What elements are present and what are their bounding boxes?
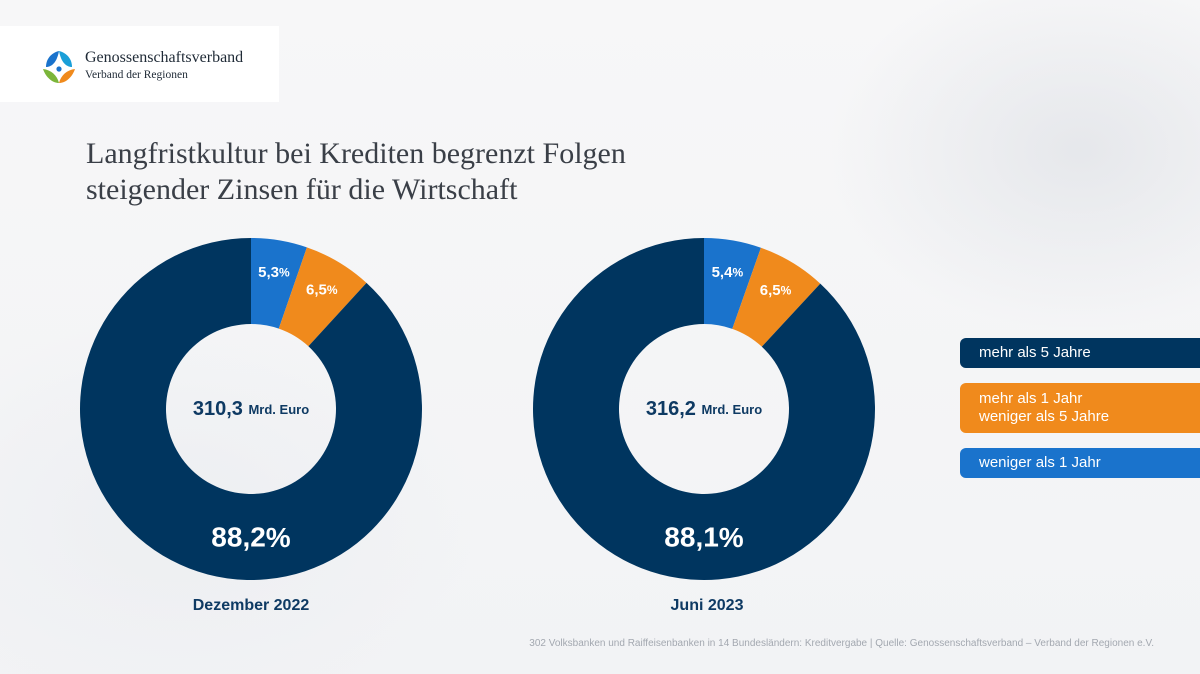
donut-center-total: 316,2 Mrd. Euro [646, 398, 762, 420]
legend-item-long-term: mehr als 5 Jahre [960, 338, 1200, 368]
donut-slice-mid [278, 247, 367, 347]
logo-name: Genossenschaftsverband [85, 49, 244, 66]
donut-slice-long [80, 238, 422, 580]
slice-value-label: 6,5% [306, 282, 338, 299]
slide-title-line-2: steigender Zinsen für die Wirtschaft [86, 173, 518, 206]
logo-leaf-icon [41, 48, 77, 84]
donut-center-total: 310,3 Mrd. Euro [193, 398, 309, 420]
legend-label: mehr als 5 Jahre [979, 344, 1091, 361]
donut-slice-long [533, 238, 876, 580]
legend-label: weniger als 5 Jahre [979, 408, 1110, 425]
logo: Genossenschaftsverband Verband der Regio… [0, 26, 279, 102]
slide-title: Langfristkultur bei Krediten begrenzt Fo… [86, 136, 846, 208]
legend-label: weniger als 1 Jahr [979, 454, 1101, 471]
legend-item-mid-term: mehr als 1 Jahr weniger als 5 Jahre [960, 383, 1200, 433]
legend-item-short-term: weniger als 1 Jahr [960, 448, 1200, 478]
logo-subtitle: Verband der Regionen [85, 69, 188, 81]
slice-value-label: 5,4% [712, 264, 744, 281]
slice-value-label: 6,5% [760, 282, 792, 299]
slide-title-line-1: Langfristkultur bei Krediten begrenzt Fo… [86, 137, 626, 170]
slice-value-label: 88,1% [664, 522, 744, 553]
slice-value-label: 88,2% [211, 522, 291, 553]
chart-label-dezember-2022: Dezember 2022 [192, 597, 310, 614]
donut-slice-mid [732, 247, 821, 347]
slice-value-label: 5,3% [258, 264, 290, 281]
donut-slice-short [704, 238, 761, 329]
donut-slice-short [251, 238, 307, 329]
legend-label: mehr als 1 Jahr [979, 390, 1083, 407]
chart-label-juni-2023: Juni 2023 [670, 597, 744, 614]
source-footnote: 302 Volksbanken und Raiffeisenbanken in … [529, 638, 1154, 649]
